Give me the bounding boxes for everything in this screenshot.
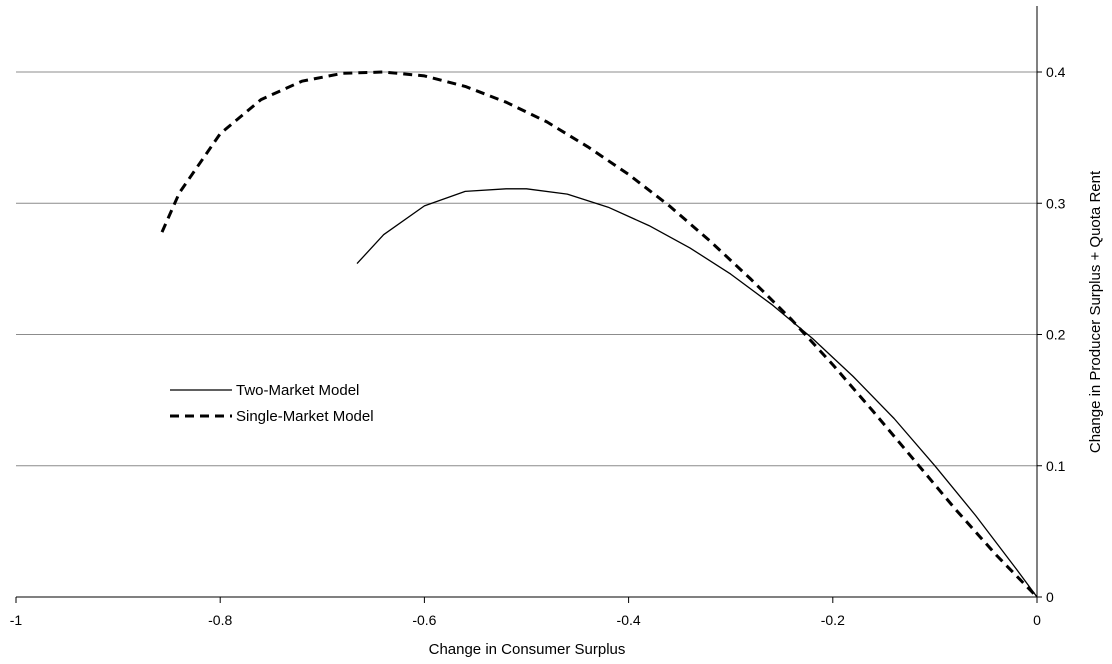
x-tick-label-2: -0.6 xyxy=(412,612,436,628)
x-tick-label-4: -0.2 xyxy=(821,612,845,628)
axes xyxy=(15,6,1042,603)
x-axis-title: Change in Consumer Surplus xyxy=(429,641,626,658)
y-axis-title: Change in Producer Surplus + Quota Rent xyxy=(1087,170,1104,453)
series-line-single-market xyxy=(160,70,1039,599)
series-lines xyxy=(160,70,1039,599)
x-tick-label-0: -1 xyxy=(10,612,23,628)
y-tick-label-3: 0.3 xyxy=(1046,195,1066,211)
legend-label-single-market: Single-Market Model xyxy=(236,408,374,425)
tick-labels: -1 -0.8 -0.6 -0.4 -0.2 00 0.1 0.2 0.3 0.4 xyxy=(10,64,1066,628)
legend: Two-Market Model Single-Market Model xyxy=(170,382,374,425)
y-tick-label-0: 0 xyxy=(1046,589,1054,605)
x-tick-label-5: 0 xyxy=(1033,612,1041,628)
legend-label-two-market: Two-Market Model xyxy=(236,382,359,399)
x-tick-label-3: -0.4 xyxy=(617,612,641,628)
y-tick-label-2: 0.2 xyxy=(1046,327,1066,343)
x-tick-label-1: -0.8 xyxy=(208,612,232,628)
y-tick-label-1: 0.1 xyxy=(1046,458,1066,474)
series-line-two-market xyxy=(356,188,1038,598)
y-tick-label-4: 0.4 xyxy=(1046,64,1066,80)
gridlines xyxy=(16,71,1037,467)
